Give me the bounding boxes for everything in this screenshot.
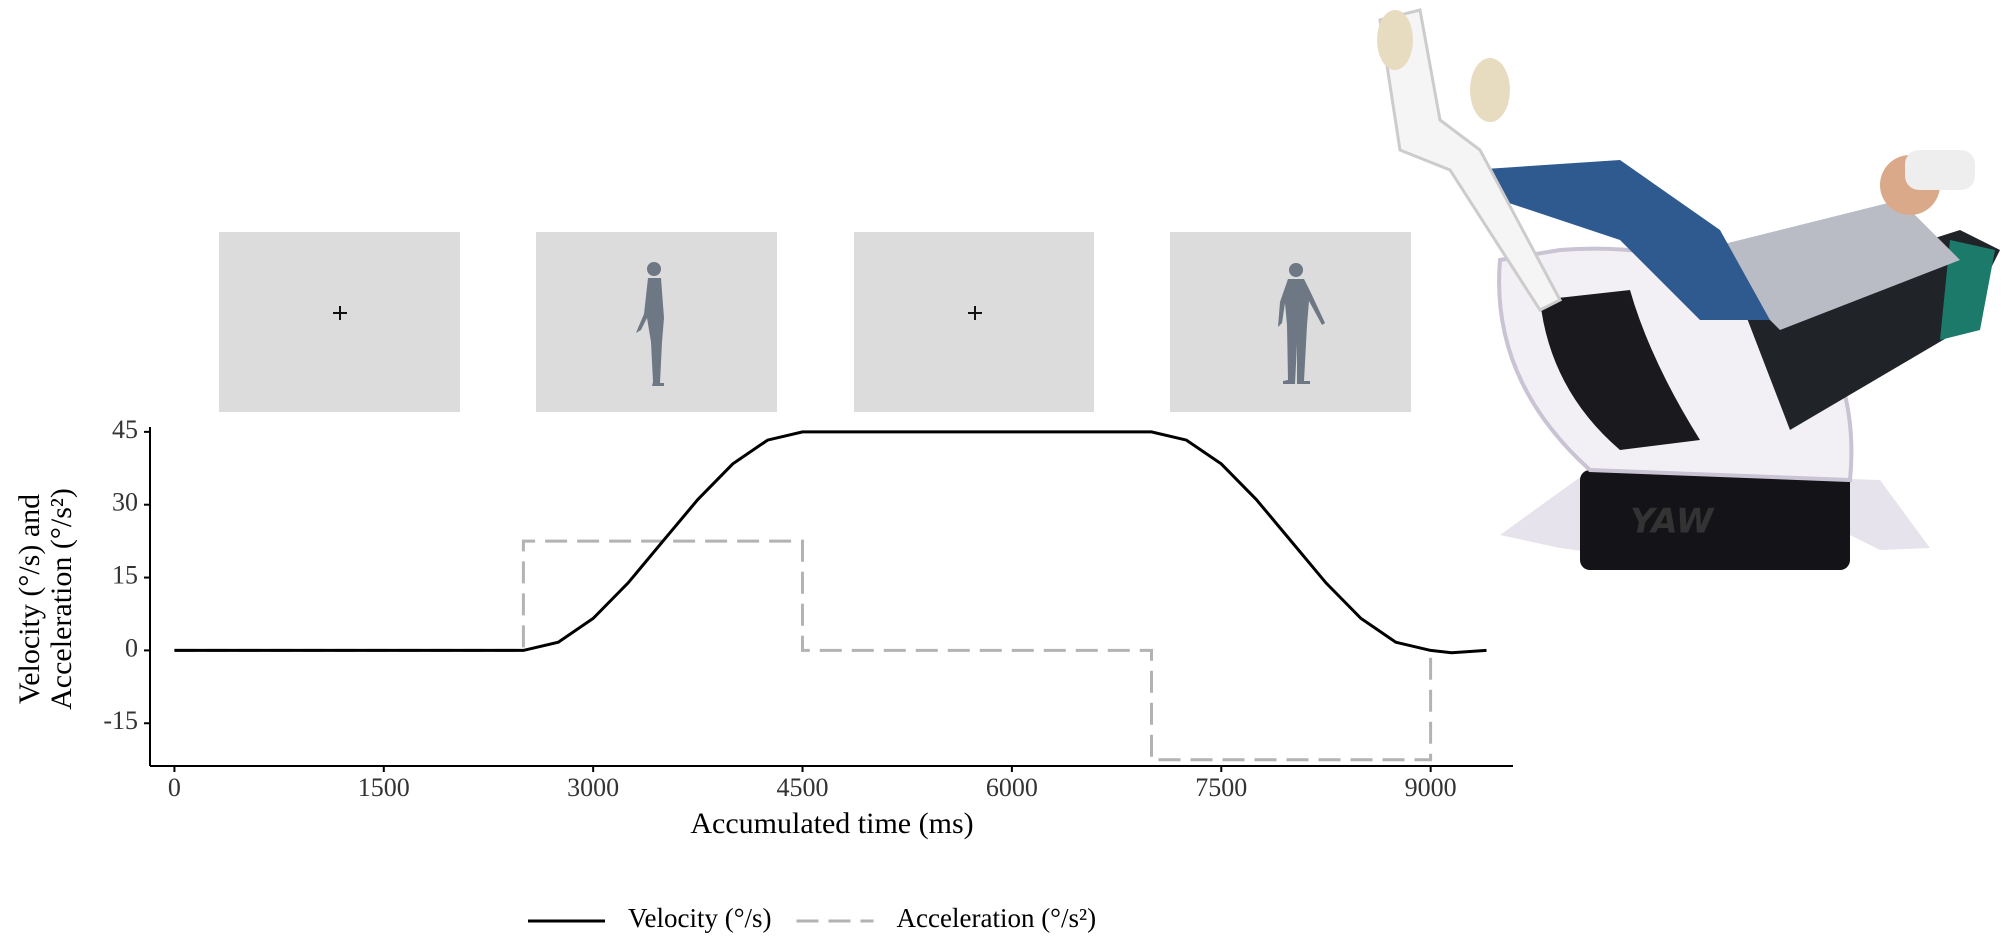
y-axis-title-line: Acceleration (°/s²): [45, 488, 78, 710]
x-tick-label: 0: [168, 773, 181, 802]
y-tick-label: -15: [103, 706, 138, 735]
y-tick-label: 0: [125, 633, 138, 662]
body-figure: [636, 262, 664, 386]
photo-logo: YAW: [1630, 502, 1715, 542]
fixation-panel: [219, 232, 460, 412]
body-figure: [1278, 263, 1325, 384]
legend-label: Velocity (°/s): [628, 903, 772, 933]
fixation-panel: [854, 232, 1094, 412]
y-axis-title: Velocity (°/s) and Acceleration (°/s²): [13, 488, 78, 710]
y-tick-label: 30: [112, 488, 138, 517]
legend: Velocity (°/s) Acceleration (°/s²): [528, 903, 1096, 933]
fixation-cross: [968, 306, 982, 320]
x-axis-title: Accumulated time (ms): [690, 807, 973, 840]
x-tick-label: 1500: [358, 773, 410, 802]
x-tick-label: 9000: [1405, 773, 1457, 802]
motion-chair-photo: YAW: [1377, 8, 2000, 570]
stimulus-panels: [219, 232, 1411, 412]
x-tick-label: 3000: [567, 773, 619, 802]
legend-label: Acceleration (°/s²): [897, 903, 1097, 933]
fixation-cross: [333, 306, 347, 320]
y-tick-label: 15: [112, 561, 138, 590]
x-tick-label: 7500: [1195, 773, 1247, 802]
y-tick-label: 45: [112, 415, 138, 444]
x-tick-label: 4500: [777, 773, 829, 802]
series-line: [174, 539, 1433, 762]
x-tick-label: 6000: [986, 773, 1038, 802]
y-axis-title-line: Velocity (°/s) and: [13, 494, 46, 704]
series-line: [174, 430, 1487, 655]
